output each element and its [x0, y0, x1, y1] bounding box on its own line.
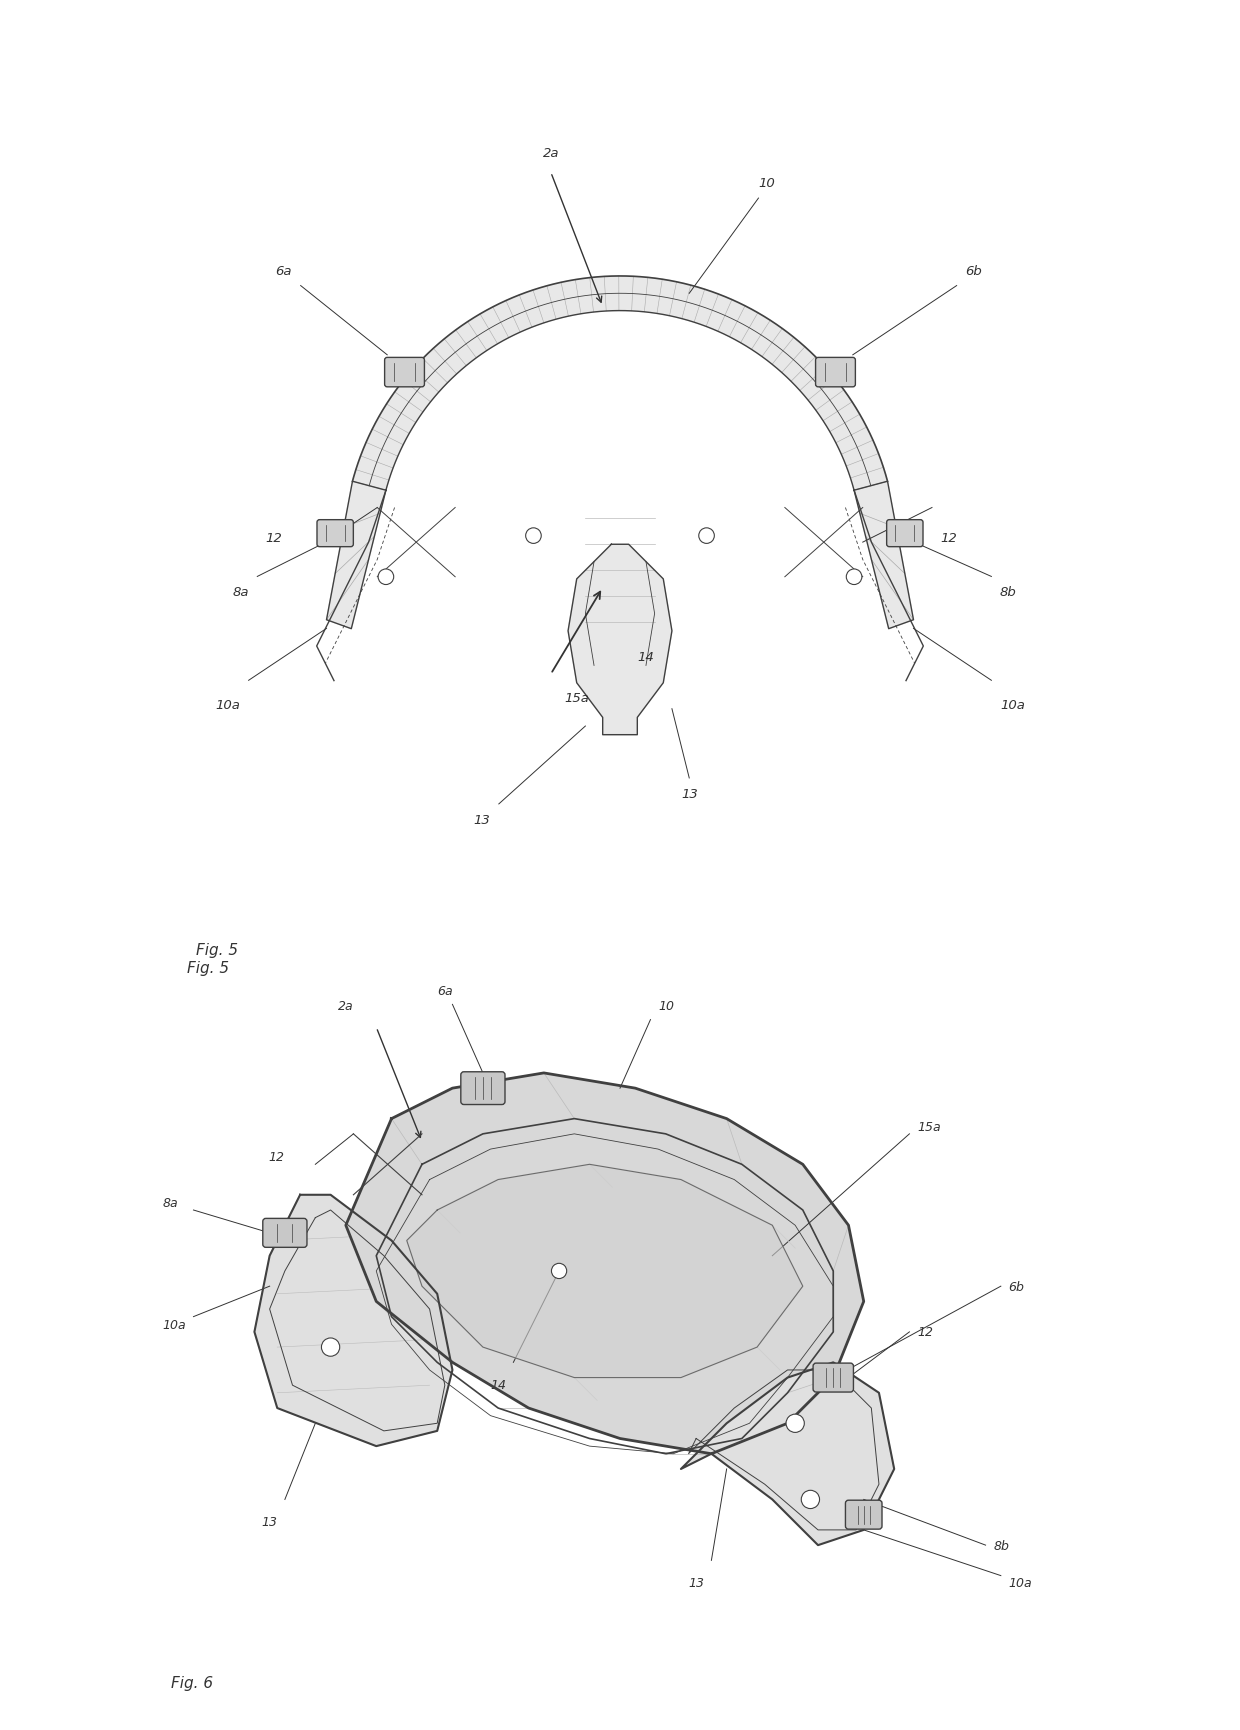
- FancyBboxPatch shape: [461, 1073, 505, 1105]
- Text: 14: 14: [637, 650, 653, 664]
- Circle shape: [846, 569, 862, 585]
- Text: Fig. 6: Fig. 6: [171, 1675, 213, 1690]
- Text: 15a: 15a: [918, 1119, 941, 1133]
- Text: 14: 14: [490, 1377, 506, 1391]
- Text: Fig. 5: Fig. 5: [187, 960, 229, 976]
- Text: 15a: 15a: [564, 692, 589, 706]
- Text: 10a: 10a: [215, 699, 241, 711]
- FancyBboxPatch shape: [813, 1363, 853, 1393]
- Text: 10: 10: [658, 1000, 675, 1012]
- Text: 13: 13: [681, 787, 698, 801]
- FancyBboxPatch shape: [846, 1500, 882, 1529]
- Text: 13: 13: [262, 1515, 278, 1528]
- Text: 10a: 10a: [1008, 1576, 1032, 1588]
- FancyBboxPatch shape: [263, 1218, 308, 1247]
- Polygon shape: [346, 1073, 864, 1453]
- FancyBboxPatch shape: [384, 358, 424, 388]
- Text: 10: 10: [759, 176, 775, 190]
- Polygon shape: [326, 483, 386, 630]
- Circle shape: [526, 528, 541, 543]
- Text: 10a: 10a: [162, 1318, 186, 1330]
- Text: 13: 13: [688, 1576, 704, 1588]
- Polygon shape: [407, 1164, 802, 1377]
- Text: 6b: 6b: [1008, 1280, 1024, 1292]
- Text: 13: 13: [474, 813, 490, 827]
- Circle shape: [378, 569, 394, 585]
- Polygon shape: [568, 545, 672, 735]
- Text: 8b: 8b: [999, 586, 1017, 599]
- Text: 8a: 8a: [232, 586, 248, 599]
- Text: 8a: 8a: [162, 1195, 179, 1209]
- Circle shape: [699, 528, 714, 543]
- Text: 6a: 6a: [275, 265, 291, 279]
- Text: 12: 12: [941, 533, 957, 545]
- FancyBboxPatch shape: [816, 358, 856, 388]
- FancyBboxPatch shape: [887, 521, 923, 547]
- Circle shape: [786, 1415, 805, 1432]
- Polygon shape: [352, 277, 888, 491]
- FancyBboxPatch shape: [317, 521, 353, 547]
- Circle shape: [321, 1339, 340, 1356]
- Text: 12: 12: [918, 1325, 932, 1339]
- Circle shape: [801, 1491, 820, 1509]
- Polygon shape: [854, 483, 914, 630]
- Text: 2a: 2a: [339, 1000, 353, 1012]
- Text: 2a: 2a: [543, 147, 559, 161]
- Text: 6b: 6b: [965, 265, 982, 279]
- Text: Fig. 5: Fig. 5: [196, 943, 238, 958]
- Polygon shape: [254, 1195, 453, 1446]
- Text: 10a: 10a: [999, 699, 1025, 711]
- Text: 12: 12: [269, 1150, 285, 1164]
- Text: 8b: 8b: [993, 1538, 1009, 1552]
- Circle shape: [552, 1263, 567, 1278]
- Text: 6a: 6a: [436, 984, 453, 996]
- Text: 12: 12: [265, 533, 281, 545]
- Polygon shape: [681, 1363, 894, 1545]
